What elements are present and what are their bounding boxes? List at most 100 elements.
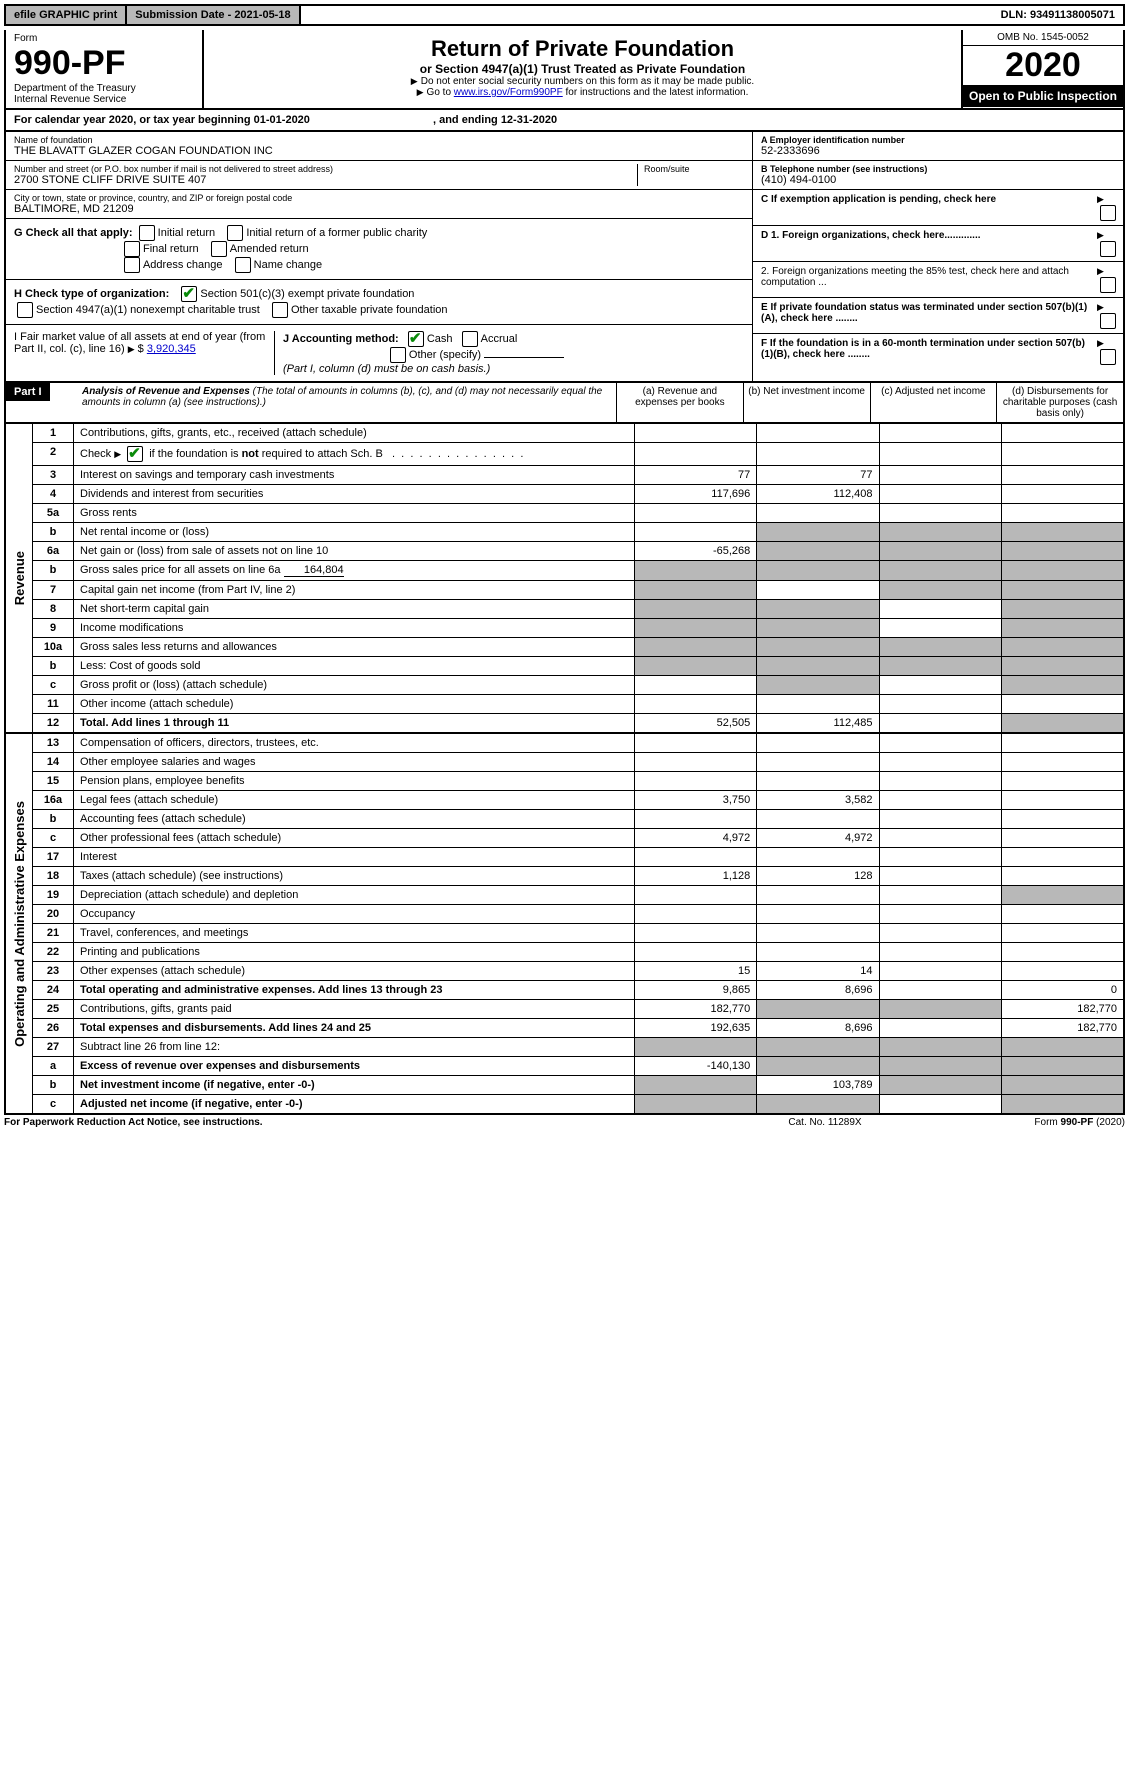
table-row: 17Interest <box>33 848 1123 867</box>
table-row: 10aGross sales less returns and allowanc… <box>33 638 1123 657</box>
cell-b <box>756 443 878 465</box>
cell-b: 8,696 <box>756 981 878 999</box>
cell-a <box>634 1076 756 1094</box>
form-id-block: Form 990-PF Department of the Treasury I… <box>6 30 204 108</box>
fmv-link[interactable]: 3,920,345 <box>147 343 196 355</box>
cell-c <box>879 791 1001 809</box>
4947-checkbox[interactable] <box>17 302 33 318</box>
table-row: 8Net short-term capital gain <box>33 600 1123 619</box>
cell-b <box>756 886 878 904</box>
table-row: 3Interest on savings and temporary cash … <box>33 466 1123 485</box>
cell-d <box>1001 1057 1123 1075</box>
other-method-checkbox[interactable] <box>390 347 406 363</box>
amended-return-checkbox[interactable] <box>211 241 227 257</box>
row-num: c <box>33 676 74 694</box>
row-num: 6a <box>33 542 74 560</box>
cell-b <box>756 810 878 828</box>
row-num: 2 <box>33 443 74 465</box>
row-desc: Interest <box>74 848 634 866</box>
city-cell: City or town, state or province, country… <box>6 190 752 219</box>
cell-b: 8,696 <box>756 1019 878 1037</box>
row-desc: Gross sales less returns and allowances <box>74 638 634 656</box>
cash-checkbox[interactable] <box>408 331 424 347</box>
table-row: 18Taxes (attach schedule) (see instructi… <box>33 867 1123 886</box>
cell-c <box>879 886 1001 904</box>
cell-b: 14 <box>756 962 878 980</box>
cell-c <box>879 829 1001 847</box>
cell-c <box>879 1019 1001 1037</box>
cell-c <box>879 1038 1001 1056</box>
row-num: 22 <box>33 943 74 961</box>
row-num: c <box>33 829 74 847</box>
cell-d <box>1001 1038 1123 1056</box>
row-desc: Contributions, gifts, grants paid <box>74 1000 634 1018</box>
cell-d <box>1001 943 1123 961</box>
name-change-checkbox[interactable] <box>235 257 251 273</box>
table-row: 12Total. Add lines 1 through 1152,505112… <box>33 714 1123 732</box>
cell-b: 4,972 <box>756 829 878 847</box>
cell-d <box>1001 848 1123 866</box>
initial-return-checkbox[interactable] <box>139 225 155 241</box>
form-word: Form <box>14 33 194 44</box>
form-title: Return of Private Foundation <box>210 36 955 62</box>
row-num: 23 <box>33 962 74 980</box>
row-num: c <box>33 1095 74 1113</box>
row-num: 26 <box>33 1019 74 1037</box>
form-link[interactable]: www.irs.gov/Form990PF <box>454 87 563 98</box>
d1-checkbox[interactable] <box>1100 241 1116 257</box>
501c3-checkbox[interactable] <box>181 286 197 302</box>
f-checkbox[interactable] <box>1100 349 1116 365</box>
cell-d <box>1001 443 1123 465</box>
schb-checkbox[interactable] <box>127 446 143 462</box>
cell-a: 1,128 <box>634 867 756 885</box>
foundation-name-cell: Name of foundation THE BLAVATT GLAZER CO… <box>6 132 752 161</box>
cell-c <box>879 542 1001 560</box>
row-desc: Net short-term capital gain <box>74 600 634 618</box>
h-check-row: H Check type of organization: Section 50… <box>6 279 752 324</box>
cell-b: 3,582 <box>756 791 878 809</box>
row-num: 10a <box>33 638 74 656</box>
cell-d: 182,770 <box>1001 1000 1123 1018</box>
row-num: b <box>33 657 74 675</box>
table-row: bGross sales price for all assets on lin… <box>33 561 1123 581</box>
cell-a <box>634 504 756 522</box>
cell-c <box>879 638 1001 656</box>
cell-a <box>634 1095 756 1113</box>
row-num: 17 <box>33 848 74 866</box>
row-desc: Gross rents <box>74 504 634 522</box>
expense-side-label: Operating and Administrative Expenses <box>6 734 33 1113</box>
cell-a <box>634 943 756 961</box>
row-num: a <box>33 1057 74 1075</box>
row-num: 24 <box>33 981 74 999</box>
row-num: 9 <box>33 619 74 637</box>
page-footer: For Paperwork Reduction Act Notice, see … <box>4 1117 1125 1128</box>
table-row: cGross profit or (loss) (attach schedule… <box>33 676 1123 695</box>
row-desc: Other employee salaries and wages <box>74 753 634 771</box>
d2-checkbox[interactable] <box>1100 277 1116 293</box>
dln: DLN: 93491138005071 <box>993 6 1123 24</box>
table-row: 5aGross rents <box>33 504 1123 523</box>
c-checkbox[interactable] <box>1100 205 1116 221</box>
address-change-checkbox[interactable] <box>124 257 140 273</box>
cell-a: 3,750 <box>634 791 756 809</box>
table-row: 19Depreciation (attach schedule) and dep… <box>33 886 1123 905</box>
cell-a <box>634 424 756 442</box>
cell-a: 52,505 <box>634 714 756 732</box>
cell-a: -140,130 <box>634 1057 756 1075</box>
other-taxable-checkbox[interactable] <box>272 302 288 318</box>
row-desc: Total operating and administrative expen… <box>74 981 634 999</box>
table-row: bNet investment income (if negative, ent… <box>33 1076 1123 1095</box>
initial-former-checkbox[interactable] <box>227 225 243 241</box>
cell-b <box>756 695 878 713</box>
cell-a <box>634 924 756 942</box>
open-inspection: Open to Public Inspection <box>963 85 1123 107</box>
cell-a <box>634 676 756 694</box>
tel-cell: B Telephone number (see instructions) (4… <box>753 161 1123 190</box>
table-row: 13Compensation of officers, directors, t… <box>33 734 1123 753</box>
e-checkbox[interactable] <box>1100 313 1116 329</box>
cell-c <box>879 1095 1001 1113</box>
cell-d <box>1001 619 1123 637</box>
accrual-checkbox[interactable] <box>462 331 478 347</box>
final-return-checkbox[interactable] <box>124 241 140 257</box>
row-num: 16a <box>33 791 74 809</box>
